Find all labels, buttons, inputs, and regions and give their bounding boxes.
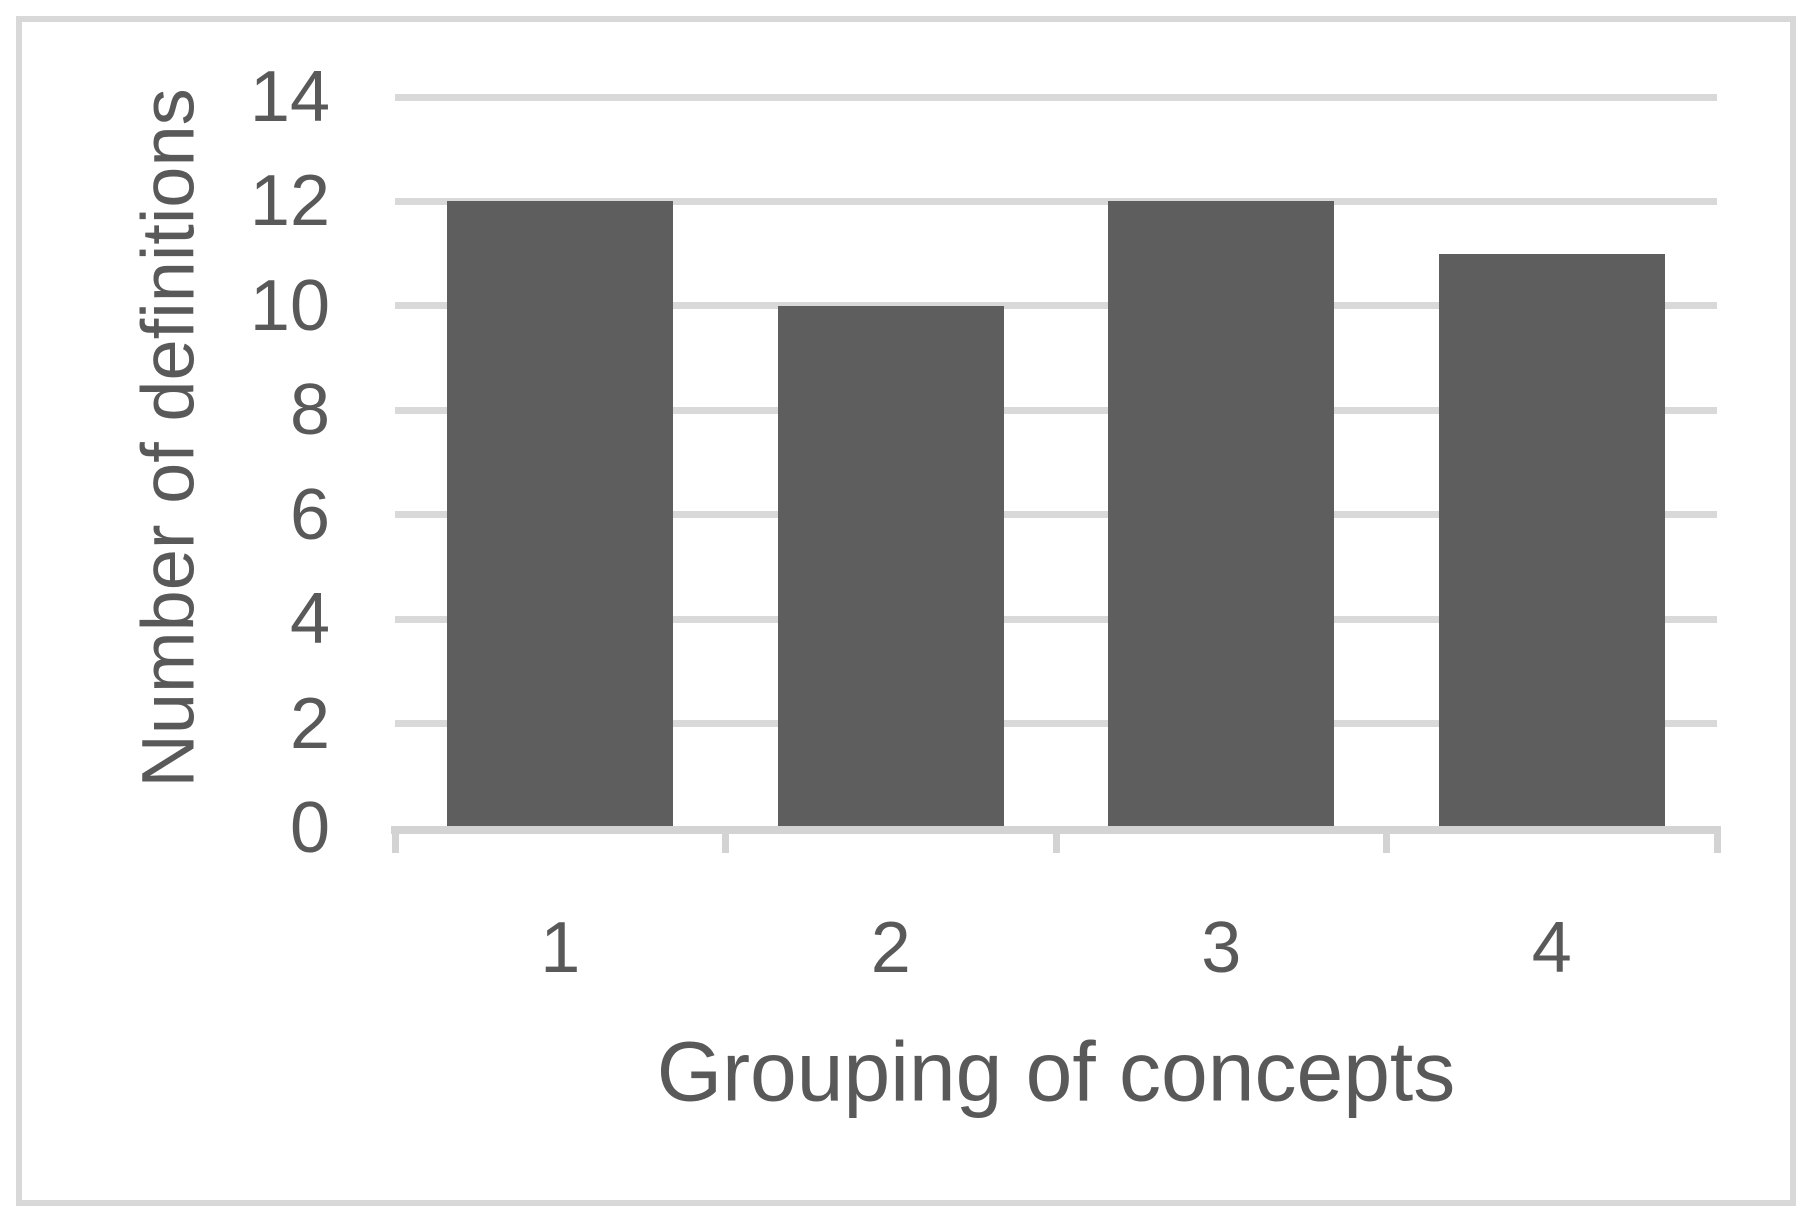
figure-border: [16, 16, 1796, 1206]
x-tick-label-3: 3: [1201, 908, 1242, 988]
y-tick-label-10: 10: [249, 265, 330, 346]
x-axis-tick: [1052, 834, 1060, 853]
bar-category-2: [778, 306, 1004, 826]
x-tick-label-2: 2: [870, 908, 911, 988]
x-tick-label-4: 4: [1531, 908, 1572, 988]
x-axis-tick: [1713, 834, 1721, 853]
x-tick-label-1: 1: [540, 908, 581, 988]
x-axis-title: Grouping of concepts: [656, 1024, 1456, 1119]
y-tick-label-14: 14: [249, 57, 330, 137]
y-tick-label-4: 4: [289, 579, 330, 660]
x-axis-tick: [1383, 834, 1390, 853]
bar-category-4: [1439, 254, 1665, 826]
y-tick-label-2: 2: [289, 683, 330, 764]
bar-category-1: [447, 201, 673, 826]
y-tick-label-0: 0: [289, 788, 330, 868]
x-axis-tick: [391, 834, 399, 853]
bar-category-3: [1108, 201, 1334, 826]
x-axis-tick: [722, 834, 729, 853]
x-axis-line: [391, 826, 1721, 834]
y-tick-label-12: 12: [249, 161, 330, 242]
y-axis-title: Number of definitions: [126, 88, 210, 788]
y-tick-label-8: 8: [289, 370, 330, 451]
y-tick-label-6: 6: [289, 474, 330, 555]
gridline-y-14: [395, 93, 1717, 101]
